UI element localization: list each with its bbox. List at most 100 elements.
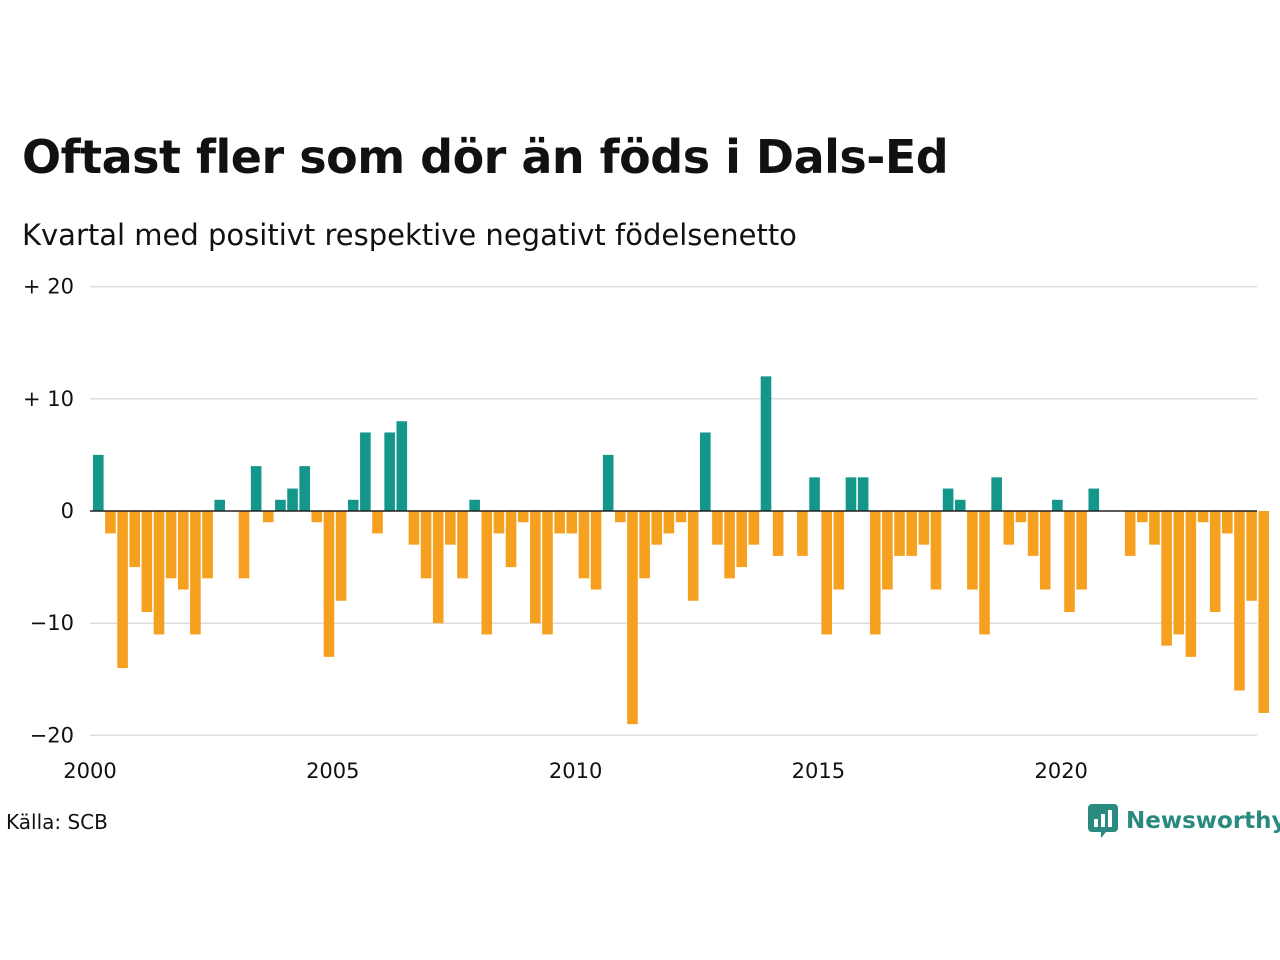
bar-negative (141, 511, 153, 612)
bar-negative (311, 511, 323, 523)
bar-negative (530, 511, 541, 624)
bar-negative (554, 511, 565, 534)
bar-positive (347, 499, 359, 511)
bar-positive (809, 477, 820, 511)
bar-negative (1258, 511, 1270, 713)
bar-negative (372, 511, 383, 534)
bar-negative (918, 511, 930, 545)
gridlines (90, 285, 1257, 737)
bar-negative (1003, 511, 1015, 545)
bar-negative (153, 511, 165, 635)
bar-negative (165, 511, 177, 579)
x-tick-label: 2000 (63, 759, 116, 783)
bar-negative (1209, 511, 1221, 612)
x-axis-labels: 2000 2005 2010 2015 2020 (63, 759, 1088, 783)
bar-negative (906, 511, 917, 556)
bar-negative (1076, 511, 1087, 590)
chart-title: Oftast fler som dör än föds i Dals-Ed (22, 130, 949, 184)
bar-negative (505, 511, 517, 568)
bar-negative (129, 511, 141, 568)
bar-negative (675, 511, 687, 523)
bar-negative (651, 511, 663, 545)
bar-positive (214, 499, 225, 511)
bar-negative (1027, 511, 1039, 556)
y-tick-label: −20 (30, 723, 74, 747)
bar-negative (590, 511, 602, 590)
newsworthy-logo: Newsworthy (1088, 804, 1280, 838)
bar-negative (833, 511, 845, 590)
bar-negative (445, 511, 456, 545)
bar-negative (1222, 511, 1233, 534)
bar-negative (481, 511, 493, 635)
bar-positive (250, 466, 262, 511)
bar-negative (1173, 511, 1185, 635)
y-tick-label: −10 (30, 611, 74, 635)
bar-negative (772, 511, 784, 556)
bar-negative (262, 511, 274, 523)
bar-positive (287, 488, 298, 511)
bars (93, 376, 1270, 725)
bar-negative (202, 511, 213, 579)
bar-negative (1149, 511, 1160, 545)
x-tick-label: 2015 (792, 759, 845, 783)
bar-positive (700, 432, 711, 511)
bar-negative (1064, 511, 1075, 612)
y-tick-label: + 20 (23, 275, 74, 299)
bar-negative (797, 511, 808, 556)
bar-negative (687, 511, 699, 601)
chart-subtitle: Kvartal med positivt respektive negativt… (22, 218, 797, 252)
bar-negative (930, 511, 942, 590)
brand-name: Newsworthy (1126, 808, 1280, 834)
x-tick-label: 2010 (549, 759, 602, 783)
bar-negative (566, 511, 578, 534)
bar-negative (869, 511, 881, 635)
bar-negative (894, 511, 905, 556)
bar-negative (408, 511, 420, 545)
bar-negative (432, 511, 444, 624)
bar-positive (1088, 488, 1100, 511)
bar-positive (954, 499, 966, 511)
bar-negative (323, 511, 335, 657)
bar-negative (967, 511, 978, 590)
y-axis-labels: + 20 + 10 0 −10 −20 (23, 275, 74, 748)
bar-positive (93, 454, 104, 511)
bar-negative (748, 511, 760, 545)
bar-negative (1124, 511, 1136, 556)
chart-speech-bubble-icon (1088, 804, 1118, 838)
bar-negative (821, 511, 832, 635)
bar-positive (857, 477, 869, 511)
bar-negative (1246, 511, 1257, 601)
bar-negative (117, 511, 128, 669)
bar-positive (384, 432, 395, 511)
bar-negative (1015, 511, 1027, 523)
bar-negative (639, 511, 650, 579)
bar-positive (299, 466, 310, 511)
bar-negative (457, 511, 468, 579)
bar-negative (627, 511, 638, 725)
x-tick-label: 2020 (1034, 759, 1087, 783)
y-tick-label: 0 (61, 499, 74, 523)
source-note: Källa: SCB (6, 810, 108, 834)
bar-positive (1052, 499, 1063, 511)
bar-negative (712, 511, 723, 545)
bar-negative (420, 511, 432, 579)
bar-negative (190, 511, 201, 635)
bar-negative (615, 511, 626, 523)
bar-negative (542, 511, 553, 635)
bar-negative (736, 511, 748, 568)
bar-negative (1161, 511, 1172, 646)
bar-negative (238, 511, 250, 579)
bar-positive (275, 499, 286, 511)
bar-chart: + 20 + 10 0 −10 −20 2000 2005 2010 2015 2020 (23, 275, 1270, 783)
bar-negative (578, 511, 590, 579)
bar-negative (663, 511, 675, 534)
x-tick-label: 2005 (306, 759, 359, 783)
bar-positive (991, 477, 1002, 511)
bar-negative (517, 511, 529, 523)
bar-negative (177, 511, 189, 590)
bar-negative (335, 511, 347, 601)
bar-positive (845, 477, 857, 511)
bar-positive (602, 454, 614, 511)
bar-positive (396, 421, 408, 511)
bar-negative (1185, 511, 1197, 657)
